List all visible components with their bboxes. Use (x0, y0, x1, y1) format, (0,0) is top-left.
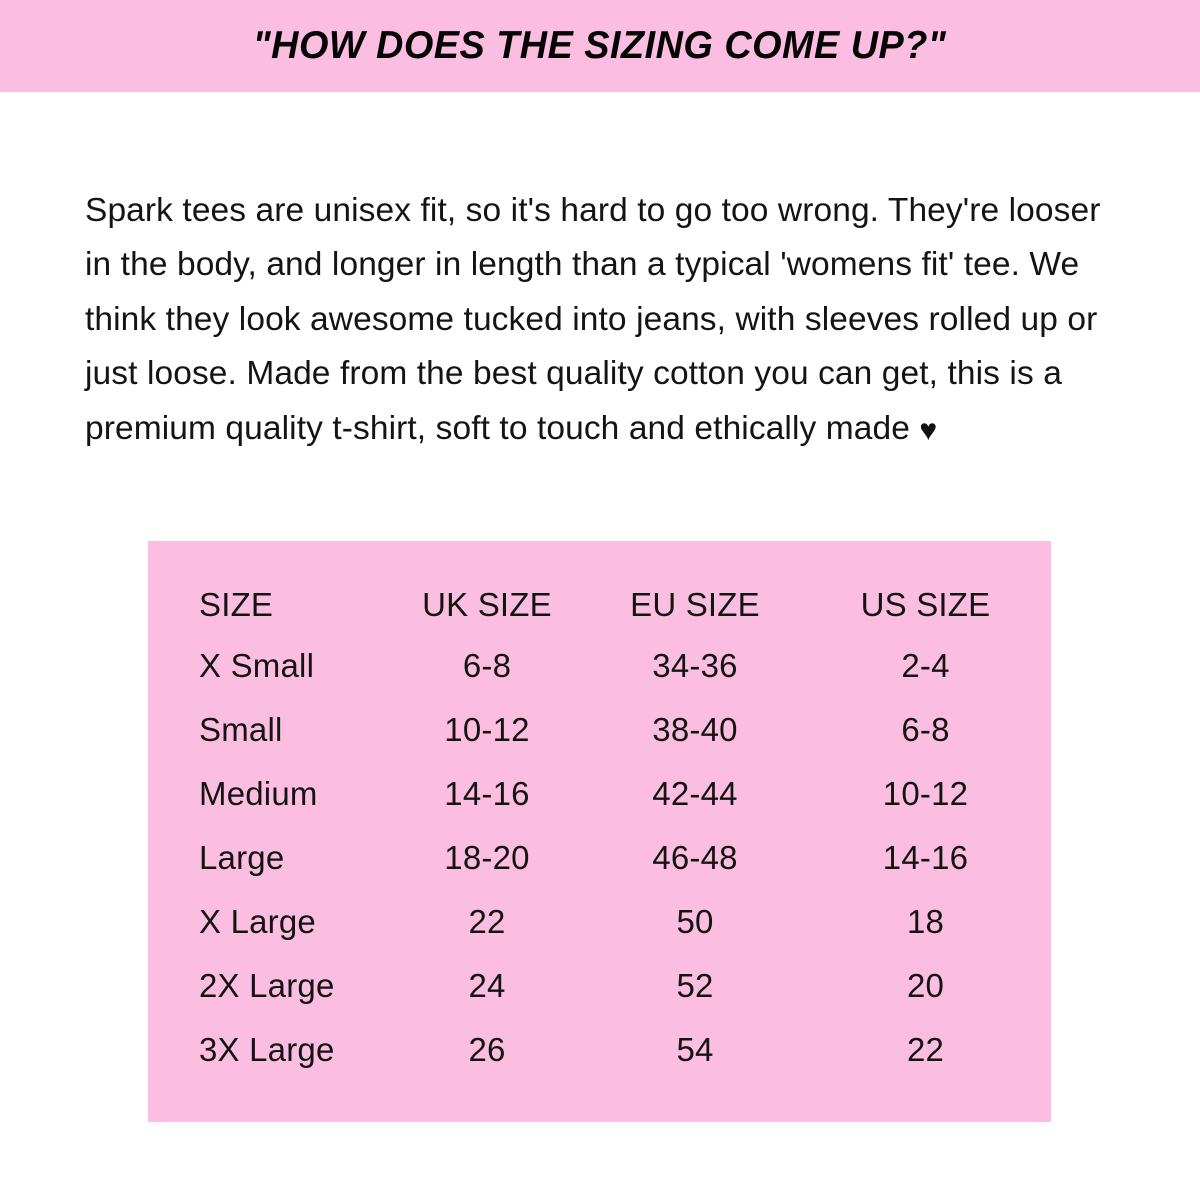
size-chart-header: SIZE UK SIZE EU SIZE US SIZE (148, 541, 1051, 632)
cell-size: X Large (199, 903, 316, 940)
cell-uk: 6-8 (462, 647, 512, 684)
cell-eu: 52 (676, 967, 714, 1004)
size-chart-table: SIZE UK SIZE EU SIZE US SIZE X Small 6-8… (148, 541, 1051, 1082)
column-header-eu-size: EU SIZE (630, 586, 760, 623)
cell-size: Medium (199, 775, 318, 812)
cell-size: Small (199, 711, 283, 748)
cell-eu: 38-40 (652, 711, 738, 748)
cell-uk: 22 (468, 903, 506, 940)
size-chart-body: X Small 6-8 34-36 2-4 Small 10-12 38-40 … (148, 632, 1051, 1082)
cell-size: X Small (199, 647, 315, 684)
cell-eu: 50 (676, 903, 714, 940)
cell-uk: 10-12 (444, 711, 530, 748)
intro-paragraph-text: Spark tees are unisex fit, so it's hard … (85, 191, 1110, 447)
table-row: 2X Large 24 52 20 (148, 954, 1051, 1018)
cell-us: 18 (906, 903, 945, 940)
cell-uk: 14-16 (444, 775, 530, 812)
table-row: Medium 14-16 42-44 10-12 (148, 762, 1051, 826)
column-header-size: SIZE (199, 586, 274, 623)
table-row: X Small 6-8 34-36 2-4 (148, 632, 1051, 698)
table-row: 3X Large 26 54 22 (148, 1018, 1051, 1082)
table-row: Large 18-20 46-48 14-16 (148, 826, 1051, 890)
cell-us: 2-4 (901, 647, 950, 684)
intro-block: Spark tees are unisex fit, so it's hard … (85, 150, 1105, 490)
cell-us: 10-12 (882, 775, 969, 812)
intro-paragraph: Spark tees are unisex fit, so it's hard … (85, 184, 1105, 457)
cell-size: 3X Large (199, 1031, 335, 1068)
table-header-row: SIZE UK SIZE EU SIZE US SIZE (148, 541, 1051, 632)
cell-eu: 42-44 (652, 775, 738, 812)
cell-size: 2X Large (199, 967, 335, 1004)
cell-us: 20 (906, 967, 945, 1004)
cell-uk: 26 (468, 1031, 506, 1068)
heart-icon: ♥ (919, 413, 938, 447)
column-header-us-size: US SIZE (860, 586, 991, 623)
page-title: "HOW DOES THE SIZING COME UP?" (253, 24, 947, 67)
cell-uk: 24 (468, 967, 506, 1004)
cell-eu: 54 (676, 1031, 714, 1068)
header-banner: "HOW DOES THE SIZING COME UP?" (0, 0, 1200, 92)
table-row: Small 10-12 38-40 6-8 (148, 698, 1051, 762)
size-table-panel: SIZE UK SIZE EU SIZE US SIZE X Small 6-8… (148, 541, 1051, 1122)
cell-size: Large (199, 839, 285, 876)
cell-us: 6-8 (901, 711, 950, 748)
cell-eu: 46-48 (652, 839, 738, 876)
cell-uk: 18-20 (444, 839, 530, 876)
column-header-uk-size: UK SIZE (422, 586, 552, 623)
cell-us: 14-16 (882, 839, 969, 876)
cell-eu: 34-36 (652, 647, 738, 684)
cell-us: 22 (906, 1031, 945, 1068)
table-row: X Large 22 50 18 (148, 890, 1051, 954)
